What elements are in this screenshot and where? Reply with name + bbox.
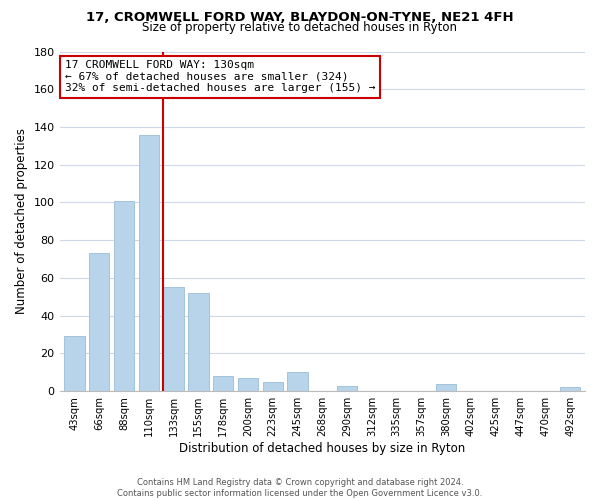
Bar bbox=[213, 376, 233, 391]
Bar bbox=[560, 388, 580, 391]
Text: Size of property relative to detached houses in Ryton: Size of property relative to detached ho… bbox=[143, 21, 458, 34]
Bar bbox=[188, 293, 209, 391]
Bar bbox=[139, 134, 159, 391]
Text: 17 CROMWELL FORD WAY: 130sqm
← 67% of detached houses are smaller (324)
32% of s: 17 CROMWELL FORD WAY: 130sqm ← 67% of de… bbox=[65, 60, 375, 93]
Text: Contains HM Land Registry data © Crown copyright and database right 2024.
Contai: Contains HM Land Registry data © Crown c… bbox=[118, 478, 482, 498]
X-axis label: Distribution of detached houses by size in Ryton: Distribution of detached houses by size … bbox=[179, 442, 466, 455]
Text: 17, CROMWELL FORD WAY, BLAYDON-ON-TYNE, NE21 4FH: 17, CROMWELL FORD WAY, BLAYDON-ON-TYNE, … bbox=[86, 11, 514, 24]
Bar bbox=[89, 254, 109, 391]
Bar bbox=[238, 378, 258, 391]
Bar bbox=[436, 384, 457, 391]
Bar bbox=[114, 200, 134, 391]
Bar bbox=[263, 382, 283, 391]
Bar bbox=[337, 386, 357, 391]
Bar bbox=[287, 372, 308, 391]
Bar bbox=[64, 336, 85, 391]
Bar bbox=[163, 288, 184, 391]
Y-axis label: Number of detached properties: Number of detached properties bbox=[15, 128, 28, 314]
